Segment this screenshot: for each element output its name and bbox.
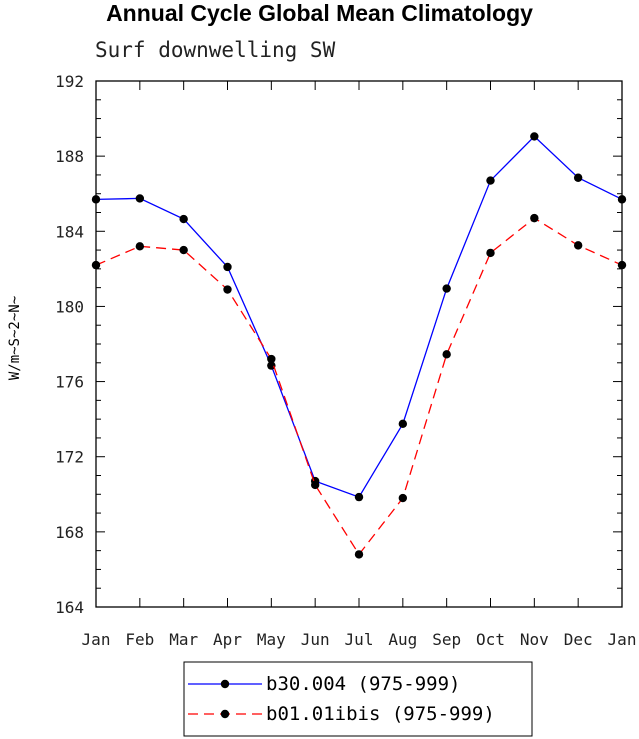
- series-1-point: [179, 214, 188, 224]
- series-2-point: [617, 260, 627, 270]
- series-line-2: [95, 217, 623, 556]
- x-tick-label: Aug: [388, 630, 417, 649]
- y-tick-label: 164: [55, 598, 84, 617]
- chart-subtitle: Surf downwelling SW: [95, 38, 336, 62]
- legend-label-2: b01.01ibis (975-999): [266, 703, 495, 725]
- series-1-point: [223, 262, 232, 272]
- series-1-point: [398, 419, 408, 429]
- series-2-point: [179, 245, 188, 255]
- series-2-point: [135, 242, 145, 251]
- series-2-point: [573, 241, 583, 250]
- x-tick-label: Jan: [608, 630, 637, 649]
- plot-frame: [95, 80, 623, 608]
- x-tick-label: Jun: [301, 630, 330, 649]
- series-line-1: [95, 135, 623, 498]
- y-tick-label: 172: [55, 448, 84, 467]
- y-tick-label: 176: [55, 373, 84, 392]
- y-tick-label: 168: [55, 523, 84, 542]
- x-tick-label: Oct: [476, 630, 505, 649]
- series-1-point: [91, 195, 101, 204]
- series-2-point: [223, 285, 232, 294]
- legend-marker-1: [220, 679, 230, 689]
- series-1-point: [530, 132, 539, 141]
- series-layer: [91, 132, 627, 559]
- series-2-point: [486, 248, 495, 258]
- series-1-point: [486, 176, 495, 185]
- series-1-point: [442, 284, 451, 293]
- legend-label-1: b30.004 (975-999): [266, 673, 460, 695]
- legend-marker-2: [220, 709, 230, 719]
- x-tick-label: Feb: [125, 630, 154, 649]
- x-tick-label: Nov: [520, 630, 549, 649]
- x-tick-label: Sep: [432, 630, 461, 649]
- series-2-point: [310, 480, 320, 490]
- legend-box: [183, 661, 533, 737]
- x-tick-label: Apr: [213, 630, 242, 649]
- x-tick-label: Jul: [345, 630, 374, 649]
- y-tick-label: 180: [55, 297, 84, 316]
- series-1-point: [573, 173, 583, 182]
- chart-title: Annual Cycle Global Mean Climatology: [106, 0, 533, 26]
- y-tick-label: 184: [55, 222, 84, 241]
- series-1-point: [354, 492, 364, 502]
- legend: b30.004 (975-999) b01.01ibis (975-999): [183, 661, 533, 737]
- x-tick-label: May: [257, 630, 286, 649]
- x-tick-label: Mar: [169, 630, 198, 649]
- series-2-point: [91, 260, 101, 270]
- x-tick-label: Jan: [82, 630, 111, 649]
- series-2-point: [267, 354, 276, 364]
- x-tick-label: Dec: [564, 630, 593, 649]
- y-tick-label: 192: [55, 72, 84, 91]
- series-1-point: [617, 195, 627, 204]
- series-2-point: [530, 213, 539, 223]
- series-2-point: [354, 550, 364, 559]
- series-1-point: [267, 361, 276, 370]
- series-2-point: [398, 493, 408, 503]
- series-2-point: [442, 350, 451, 359]
- y-tick-label: 188: [55, 147, 84, 166]
- plot-axes: 164 168 172 176 180 184 188 192 Jan Feb Mar Apr May J…: [55, 72, 636, 649]
- series-1-point: [135, 194, 145, 203]
